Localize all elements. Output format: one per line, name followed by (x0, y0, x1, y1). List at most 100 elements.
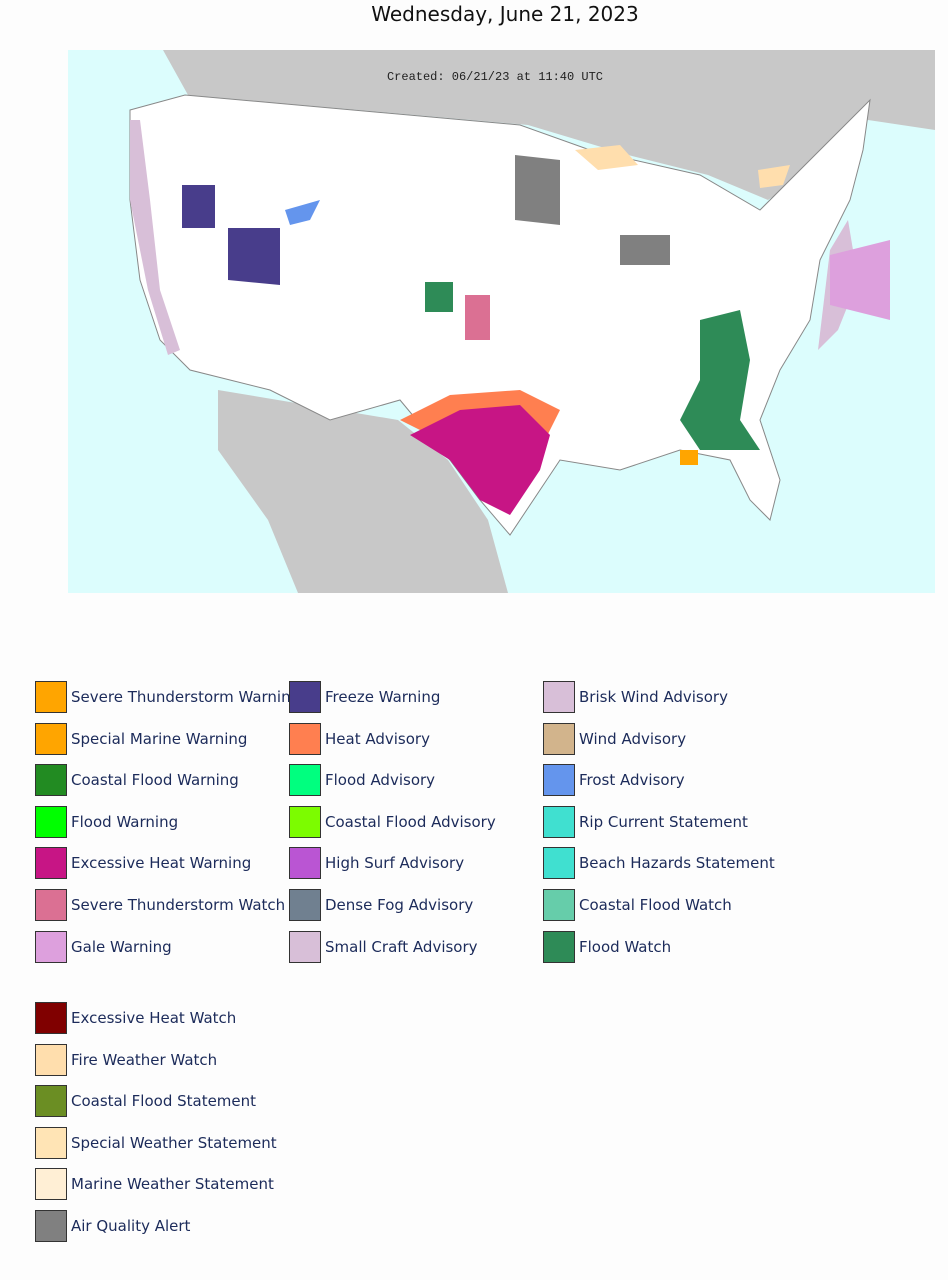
legend-item: High Surf Advisory (289, 846, 464, 880)
map-created: Created: 06/21/23 at 11:40 UTC (387, 70, 603, 84)
legend-swatch (35, 847, 67, 880)
legend-item: Beach Hazards Statement (543, 846, 775, 880)
freeze-warning-area (182, 185, 215, 228)
legend-label: Rip Current Statement (579, 812, 748, 831)
legend-item: Coastal Flood Watch (543, 888, 732, 922)
legend-label: Small Craft Advisory (325, 937, 478, 956)
legend-swatch (35, 889, 67, 921)
legend-label: Wind Advisory (579, 729, 687, 748)
air-quality-area (515, 155, 560, 225)
thunderstorm-warning-area (680, 450, 698, 465)
legend-swatch (289, 681, 321, 713)
air-quality-area (620, 235, 670, 265)
legend-swatch (289, 889, 321, 921)
legend-swatch (35, 930, 67, 963)
legend-item: Special Marine Warning (35, 722, 247, 756)
fire-weather-area (575, 145, 638, 170)
legend-swatch (35, 764, 67, 797)
legend-swatch (35, 1085, 67, 1118)
legend-swatch (35, 1168, 67, 1201)
legend-label: Coastal Flood Warning (71, 771, 239, 790)
legend-item: Severe Thunderstorm Warning (35, 680, 300, 714)
legend-item: Coastal Flood Statement (35, 1084, 256, 1118)
legend-swatch (543, 805, 575, 838)
thunderstorm-watch-area (465, 295, 490, 340)
page-title: Wednesday, June 21, 2023 (371, 2, 639, 26)
legend-swatch (543, 889, 575, 921)
legend-label: Excessive Heat Warning (71, 854, 252, 873)
legend-item: Wind Advisory (543, 722, 686, 756)
legend-item: Gale Warning (35, 930, 172, 964)
canada (163, 50, 935, 200)
legend-swatch (543, 681, 575, 713)
legend-label: Coastal Flood Statement (71, 1092, 257, 1111)
legend-swatch (35, 805, 67, 838)
excessive-heat-area (410, 405, 550, 515)
legend-label: Flood Warning (71, 812, 179, 831)
legend-label: Marine Weather Statement (71, 1175, 274, 1194)
legend-swatch (289, 805, 321, 838)
legend-item: Dense Fog Advisory (289, 888, 473, 922)
legend-label: Special Marine Warning (71, 729, 248, 748)
legend-swatch (289, 930, 321, 963)
legend-label: Brisk Wind Advisory (579, 688, 728, 706)
legend-swatch (35, 1002, 67, 1034)
frost-advisory-area (285, 200, 320, 225)
legend-item: Special Weather Statement (35, 1126, 277, 1160)
legend-item: Frost Advisory (543, 763, 685, 797)
legend-label: Coastal Flood Watch (579, 896, 732, 914)
legend-item: Coastal Flood Warning (35, 763, 239, 797)
legend-item: Small Craft Advisory (289, 930, 478, 964)
legend-label: Severe Thunderstorm Watch (71, 896, 286, 914)
mexico (218, 390, 508, 593)
legend-swatch (289, 847, 321, 880)
legend-label: Severe Thunderstorm Warning (71, 688, 301, 706)
legend-label: Freeze Warning (325, 688, 441, 706)
legend-label: Coastal Flood Advisory (325, 812, 496, 831)
legend-swatch (35, 1043, 67, 1076)
legend-item: Rip Current Statement (543, 805, 748, 839)
legend-label: Gale Warning (71, 937, 172, 956)
legend-swatch (543, 722, 575, 755)
legend-label: Excessive Heat Watch (71, 1009, 237, 1027)
fire-weather-area (758, 165, 790, 188)
legend-item: Brisk Wind Advisory (543, 680, 728, 714)
legend-item: Fire Weather Watch (35, 1043, 217, 1077)
legend-label: Fire Weather Watch (71, 1050, 218, 1069)
legend-item: Heat Advisory (289, 722, 430, 756)
legend-item: Flood Watch (543, 930, 671, 964)
legend-item: Flood Warning (35, 805, 178, 839)
legend-item: Air Quality Alert (35, 1209, 190, 1243)
legend-swatch (35, 681, 67, 713)
gale-warning-area (830, 240, 890, 320)
legend-label: Flood Advisory (325, 771, 436, 790)
legend-item: Excessive Heat Watch (35, 1001, 236, 1035)
legend-swatch (35, 722, 67, 755)
legend-swatch (35, 1126, 67, 1159)
legend-swatch (35, 1210, 67, 1242)
legend-item: Severe Thunderstorm Watch (35, 888, 285, 922)
hazard-map: Created: 06/21/23 at 11:40 UTC (68, 50, 935, 593)
legend-swatch (289, 764, 321, 797)
legend-item: Freeze Warning (289, 680, 440, 714)
legend-label: Frost Advisory (579, 771, 685, 790)
legend-label: Flood Watch (579, 937, 672, 956)
small-craft-area (130, 120, 180, 355)
legend-label: Dense Fog Advisory (325, 896, 474, 914)
legend-label: Special Weather Statement (71, 1133, 277, 1152)
legend-item: Excessive Heat Warning (35, 846, 251, 880)
legend-item: Coastal Flood Advisory (289, 805, 496, 839)
legend-label: Heat Advisory (325, 729, 430, 748)
legend-item: Flood Advisory (289, 763, 435, 797)
legend-swatch (543, 764, 575, 797)
legend-swatch (543, 930, 575, 963)
flood-watch-area (425, 282, 453, 312)
freeze-warning-area (228, 228, 280, 285)
legend-label: Air Quality Alert (71, 1217, 191, 1235)
legend-label: High Surf Advisory (325, 854, 465, 873)
legend-label: Beach Hazards Statement (579, 854, 775, 873)
legend-swatch (289, 722, 321, 755)
legend-swatch (543, 847, 575, 880)
flood-watch-area (680, 310, 760, 450)
